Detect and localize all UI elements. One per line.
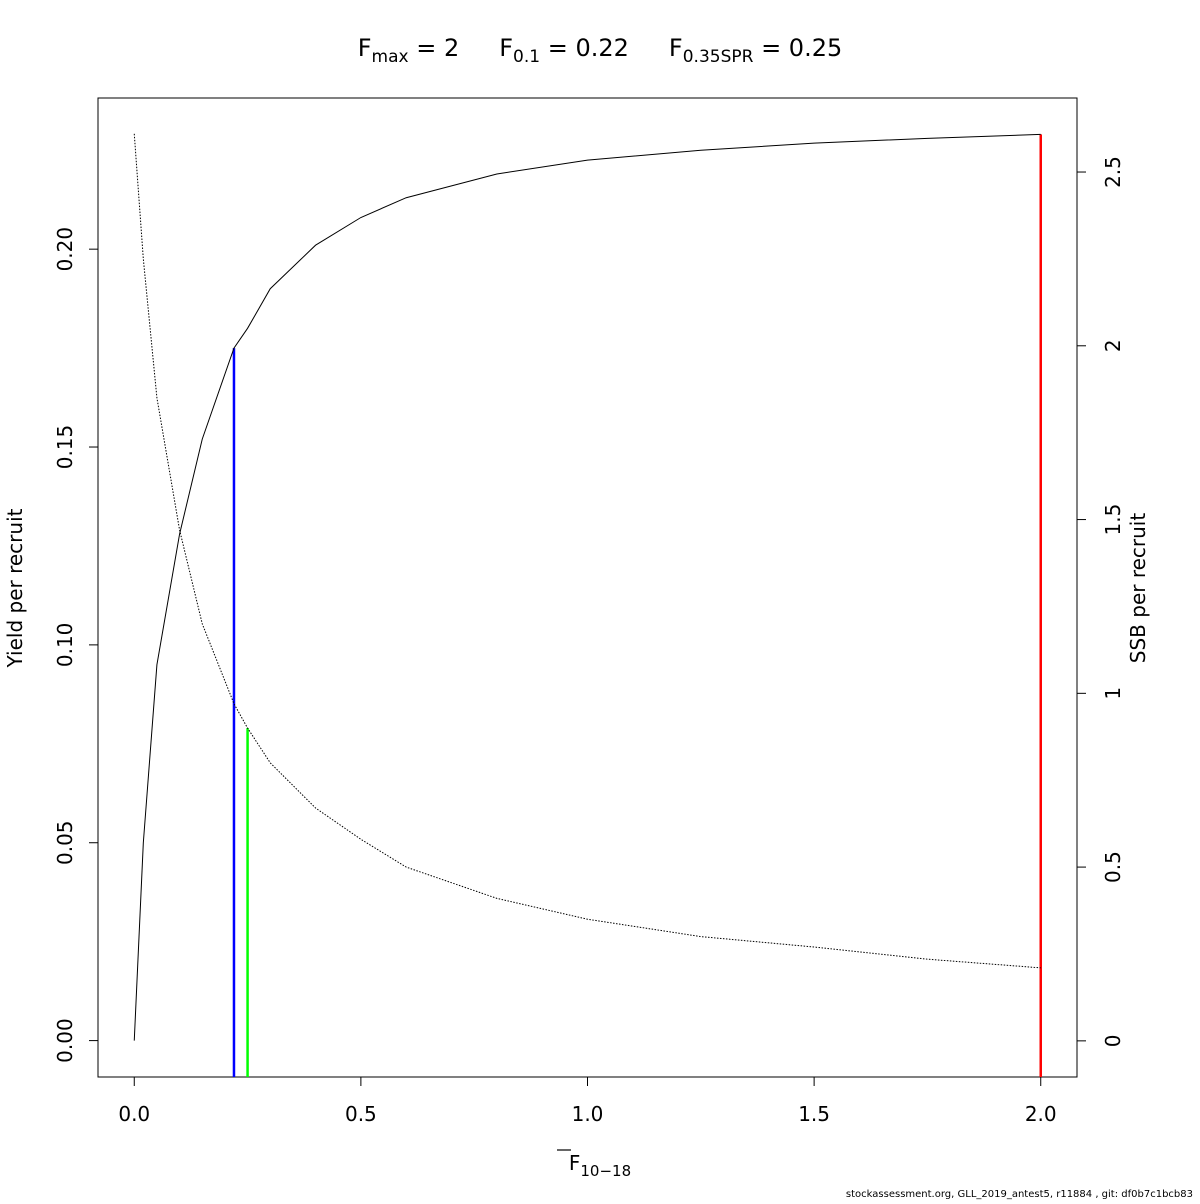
y2-tick-label: 0 (1101, 1034, 1125, 1047)
x-tick-label: 0.0 (118, 1102, 150, 1126)
x-tick-label: 1.0 (572, 1102, 604, 1126)
y2-tick-label: 1.5 (1101, 504, 1125, 536)
y2-axis-label: SSB per recruit (1126, 513, 1150, 664)
footer: stockassessment.org, GLL_2019_antest5, r… (846, 1189, 1193, 1200)
y-axis-label: Yield per recruit (3, 508, 27, 668)
series-line (133, 133, 1041, 1041)
plot-frame (97, 97, 1078, 1078)
title-sub: 0.1 (513, 47, 540, 67)
x-tick-label: 0.5 (345, 1102, 377, 1126)
y2-tick-label: 2.5 (1101, 156, 1125, 188)
title-rest: = 0.22 (540, 34, 629, 62)
y2-tick-label: 0.5 (1101, 851, 1125, 883)
y-tick-label: 0.10 (53, 623, 77, 668)
series-line (133, 133, 1041, 969)
x-label-main: F (569, 1151, 581, 1175)
y-tick-label: 0.20 (53, 227, 77, 272)
y-tick-label: 0.15 (53, 425, 77, 470)
title-main: F (358, 34, 372, 62)
title-sub: max (372, 47, 409, 67)
title-rest: = 0.25 (753, 34, 842, 62)
title-rest: = 2 (409, 34, 460, 62)
y2-tick-label: 1 (1101, 687, 1125, 700)
x-label-sub: 10−18 (580, 1162, 631, 1180)
x-tick-label: 2.0 (1025, 1102, 1057, 1126)
y-tick-label: 0.05 (53, 820, 77, 865)
x-axis-label: F10−18 (569, 1151, 631, 1180)
title-main: F (669, 34, 683, 62)
x-tick-label: 1.5 (798, 1102, 830, 1126)
y-tick-label: 0.00 (53, 1018, 77, 1063)
title-sub: 0.35SPR (683, 47, 754, 67)
y2-tick-label: 2 (1101, 339, 1125, 352)
chart-title: Fmax = 2 F0.1 = 0.22 F0.35SPR = 0.25 (358, 34, 843, 67)
title-main: F (499, 34, 513, 62)
